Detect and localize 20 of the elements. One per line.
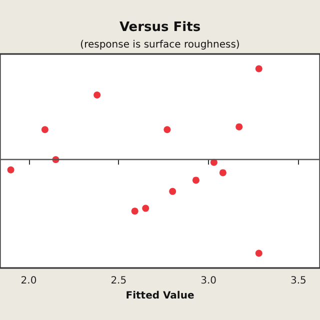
point	[142, 204, 150, 212]
point	[164, 126, 171, 134]
point	[7, 166, 14, 174]
point	[236, 123, 243, 130]
point	[131, 208, 138, 215]
point	[255, 250, 262, 257]
point	[94, 91, 101, 98]
x-tick-label: 3.0	[200, 276, 216, 286]
x-tick-label: 3.5	[290, 276, 306, 286]
point	[255, 65, 262, 72]
point	[192, 176, 200, 184]
x-tick-label: 2.5	[110, 276, 127, 286]
chart-subtitle: (response is surface roughness)	[80, 40, 240, 50]
point	[210, 158, 218, 166]
point	[169, 188, 176, 195]
point	[41, 126, 48, 134]
point	[219, 169, 226, 176]
x-axis-title: Fitted Value	[126, 290, 194, 302]
x-tick-label: 2.0	[20, 276, 37, 286]
chart-title: Versus Fits	[119, 20, 201, 35]
